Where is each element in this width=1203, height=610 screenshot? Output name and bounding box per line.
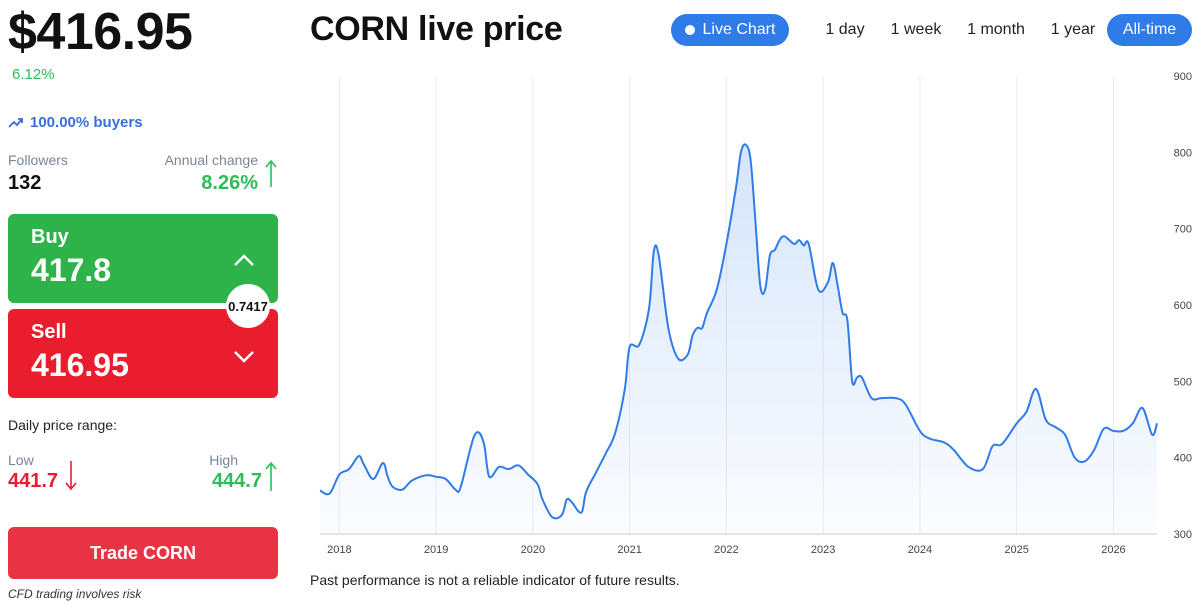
y-tick-label: 300 bbox=[1174, 529, 1192, 541]
x-tick-label: 2018 bbox=[327, 544, 351, 556]
spread-badge: 0.7417 bbox=[226, 284, 270, 328]
y-tick-label: 400 bbox=[1174, 453, 1192, 465]
buy-label: Buy bbox=[31, 226, 69, 248]
arrow-up-icon bbox=[265, 159, 277, 187]
buy-price: 417.8 bbox=[31, 252, 112, 288]
live-chart-button[interactable]: Live Chart bbox=[671, 14, 789, 46]
live-dot-icon bbox=[684, 25, 695, 35]
low-label: Low bbox=[8, 452, 34, 468]
x-tick-label: 2025 bbox=[1004, 544, 1028, 556]
x-tick-label: 2019 bbox=[424, 544, 448, 556]
range-1-week[interactable]: 1 week bbox=[890, 21, 942, 38]
buyers-label: 100.00% buyers bbox=[30, 114, 143, 131]
y-tick-label: 800 bbox=[1174, 147, 1192, 159]
page-title: CORN live price bbox=[310, 10, 563, 48]
annual-change-value: 8.26% bbox=[201, 172, 258, 194]
live-chart-label: Live Chart bbox=[702, 21, 776, 38]
price-line bbox=[319, 143, 1158, 520]
current-price: $416.95 bbox=[8, 3, 193, 61]
sell-price: 416.95 bbox=[31, 347, 129, 383]
buy-button[interactable]: Buy 417.8 bbox=[8, 214, 278, 303]
x-tick-label: 2024 bbox=[908, 544, 932, 556]
arrow-down-icon bbox=[65, 461, 77, 491]
sell-label: Sell bbox=[31, 321, 67, 343]
chevron-up-icon bbox=[234, 254, 254, 266]
price-area bbox=[320, 144, 1157, 534]
followers-label: Followers bbox=[8, 152, 68, 168]
x-tick-label: 2026 bbox=[1101, 544, 1125, 556]
range-1-year[interactable]: 1 year bbox=[1050, 21, 1096, 38]
followers-count: 132 bbox=[8, 172, 42, 194]
low-value: 441.7 bbox=[8, 470, 59, 492]
x-tick-label: 2022 bbox=[714, 544, 738, 556]
daily-range-label: Daily price range: bbox=[8, 417, 117, 433]
high-label: High bbox=[209, 452, 238, 468]
range-all-time[interactable]: All-time bbox=[1107, 14, 1192, 46]
chevron-down-icon bbox=[234, 351, 254, 363]
quote-panel: $416.95 6.12% 100.00% buyers Followers 1… bbox=[0, 0, 290, 610]
x-tick-label: 2023 bbox=[811, 544, 835, 556]
range-1-day[interactable]: 1 day bbox=[825, 21, 865, 38]
performance-disclaimer: Past performance is not a reliable indic… bbox=[310, 572, 680, 588]
cfd-risk-note: CFD trading involves risk bbox=[8, 587, 142, 601]
buyers-sentiment: 100.00% buyers bbox=[8, 114, 143, 131]
price-change: 6.12% bbox=[12, 66, 55, 83]
trend-up-icon bbox=[8, 117, 23, 128]
y-tick-label: 900 bbox=[1174, 71, 1192, 83]
price-chart[interactable]: 2018 2019 2020 2021 2022 2023 2024 2025 2026 300 4… bbox=[305, 60, 1200, 560]
y-tick-label: 500 bbox=[1174, 376, 1192, 388]
x-tick-label: 2020 bbox=[521, 544, 545, 556]
y-tick-label: 600 bbox=[1174, 300, 1192, 312]
annual-change-label: Annual change bbox=[164, 152, 258, 168]
sell-button[interactable]: Sell 416.95 bbox=[8, 309, 278, 398]
x-tick-label: 2021 bbox=[617, 544, 641, 556]
high-value: 444.7 bbox=[211, 470, 262, 492]
y-tick-label: 700 bbox=[1174, 224, 1192, 236]
trade-button[interactable]: Trade CORN bbox=[8, 527, 278, 579]
range-1-month[interactable]: 1 month bbox=[967, 21, 1025, 38]
arrow-up-icon bbox=[265, 461, 277, 491]
